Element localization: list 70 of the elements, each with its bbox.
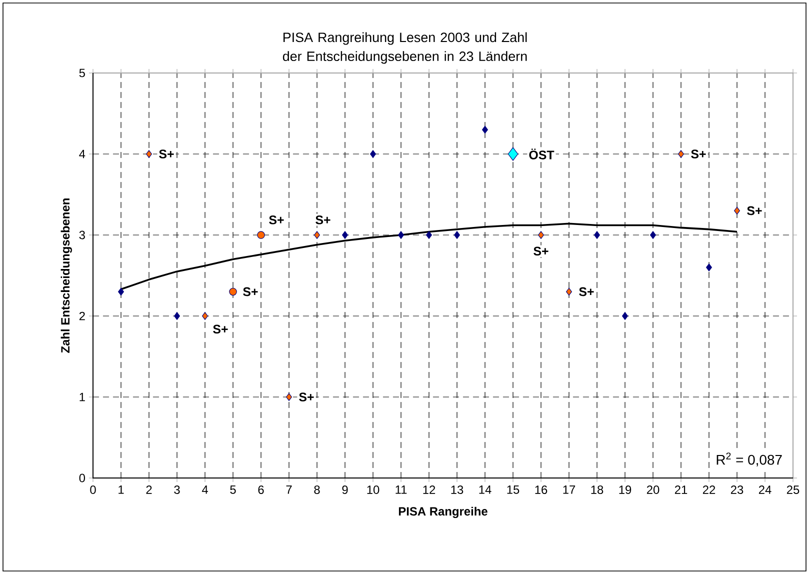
point bbox=[174, 312, 180, 320]
y-axis-title: Zahl Entscheidungsebenen bbox=[60, 198, 72, 353]
x-tick-label: 19 bbox=[619, 486, 632, 494]
x-tick-label: 6 bbox=[258, 486, 264, 494]
x-axis-title: PISA Rangreihe bbox=[398, 506, 488, 518]
x-tick-label: 14 bbox=[479, 486, 492, 494]
point bbox=[257, 231, 265, 239]
annotation: S+ bbox=[243, 287, 258, 296]
y-tick-label: 0 bbox=[79, 474, 86, 482]
y-tick-label: 1 bbox=[80, 392, 85, 402]
x-tick-label: 11 bbox=[396, 486, 407, 494]
annotation: S+ bbox=[159, 150, 174, 158]
annotation: S+ bbox=[691, 150, 706, 158]
x-tick-label: 8 bbox=[314, 486, 320, 494]
point bbox=[342, 231, 348, 239]
point bbox=[566, 288, 572, 296]
x-tick-label: 0 bbox=[90, 486, 96, 494]
annotation: S+ bbox=[299, 392, 314, 402]
annotation: S+ bbox=[747, 206, 762, 216]
x-tick-label: 22 bbox=[702, 486, 716, 494]
point bbox=[118, 288, 124, 296]
point bbox=[538, 231, 544, 239]
point bbox=[622, 312, 628, 320]
point bbox=[508, 147, 518, 161]
x-tick-label: 17 bbox=[563, 486, 576, 494]
y-tick-label: 4 bbox=[79, 150, 86, 158]
x-tick-label: 13 bbox=[451, 486, 464, 494]
x-tick-label: 18 bbox=[591, 486, 604, 494]
x-tick-label: 4 bbox=[202, 486, 208, 494]
annotation: S+ bbox=[316, 215, 330, 224]
x-tick-label: 5 bbox=[230, 486, 236, 494]
point bbox=[314, 231, 320, 239]
x-tick-label: 20 bbox=[646, 486, 660, 494]
annotation: S+ bbox=[534, 246, 548, 256]
x-tick-label: 23 bbox=[730, 486, 744, 494]
chart-title: PISA Rangreihung Lesen 2003 und Zahl der Entscheidungsebenen in 23 Ländern bbox=[282, 32, 527, 64]
point bbox=[594, 231, 600, 239]
point bbox=[482, 126, 488, 134]
point bbox=[706, 264, 712, 272]
x-tick-label: 9 bbox=[342, 486, 348, 494]
x-tick-label: 16 bbox=[535, 486, 548, 494]
x-tick-label: 1 bbox=[118, 486, 124, 494]
y-tick-label: 5 bbox=[79, 68, 85, 78]
x-tick-label: 7 bbox=[286, 486, 292, 494]
point bbox=[734, 206, 740, 215]
annotation: ÖST bbox=[529, 148, 554, 160]
point bbox=[678, 150, 684, 158]
point bbox=[650, 231, 656, 239]
point bbox=[398, 231, 404, 239]
point bbox=[229, 288, 237, 296]
point bbox=[146, 150, 152, 158]
annotation: S+ bbox=[213, 324, 228, 334]
x-tick-label: 2 bbox=[146, 486, 152, 494]
x-tick-label: 3 bbox=[174, 486, 180, 494]
x-tick-label: 25 bbox=[786, 486, 800, 494]
x-tick-label: 24 bbox=[758, 486, 772, 494]
y-tick-label: 3 bbox=[79, 230, 85, 240]
x-tick-label: 10 bbox=[367, 486, 380, 494]
x-tick-label: 15 bbox=[507, 486, 520, 494]
point bbox=[202, 312, 208, 320]
annotation: S+ bbox=[269, 215, 284, 224]
x-tick-label: 12 bbox=[423, 486, 436, 494]
x-tick-label: 21 bbox=[674, 486, 688, 494]
y-tick-label: 2 bbox=[79, 312, 85, 320]
annotation: S+ bbox=[579, 287, 594, 296]
point bbox=[454, 231, 460, 239]
point bbox=[286, 393, 292, 401]
point bbox=[426, 231, 432, 239]
point bbox=[370, 150, 376, 158]
annotation: R$^{2}$ = 0,087 bbox=[716, 452, 782, 466]
